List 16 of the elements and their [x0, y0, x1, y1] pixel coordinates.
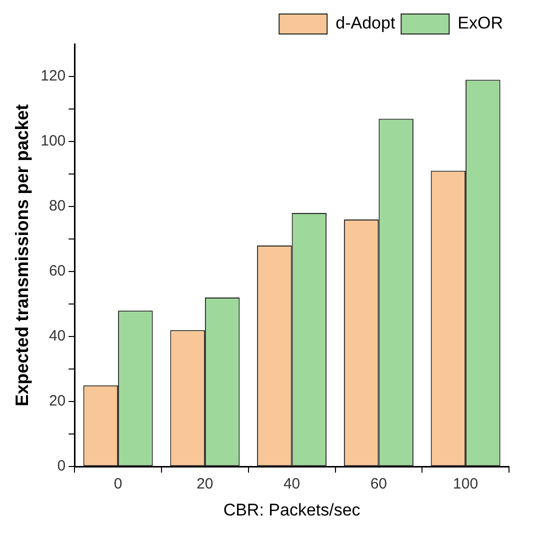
- x-tick-label: 0: [114, 476, 122, 493]
- x-tick-label: 20: [196, 476, 214, 493]
- x-axis-title: CBR: Packets/sec: [223, 500, 361, 520]
- y-tick-label: 100: [40, 132, 66, 150]
- legend-label: ExOR: [458, 14, 504, 33]
- y-tick-label: 40: [48, 328, 66, 345]
- legend-label: d-Adopt: [336, 14, 396, 33]
- y-tick-label: 120: [40, 68, 66, 85]
- y-tick-label: 80: [48, 198, 66, 215]
- x-tick-label: 100: [453, 476, 478, 493]
- y-tick-label: 60: [48, 262, 66, 280]
- y-tick-label: 0: [57, 458, 66, 475]
- x-tick-label: 40: [283, 476, 300, 493]
- y-tick-label: 20: [48, 392, 66, 410]
- x-tick-label: 60: [370, 476, 388, 493]
- y-axis-title: Expected transmissions per packet: [12, 104, 32, 406]
